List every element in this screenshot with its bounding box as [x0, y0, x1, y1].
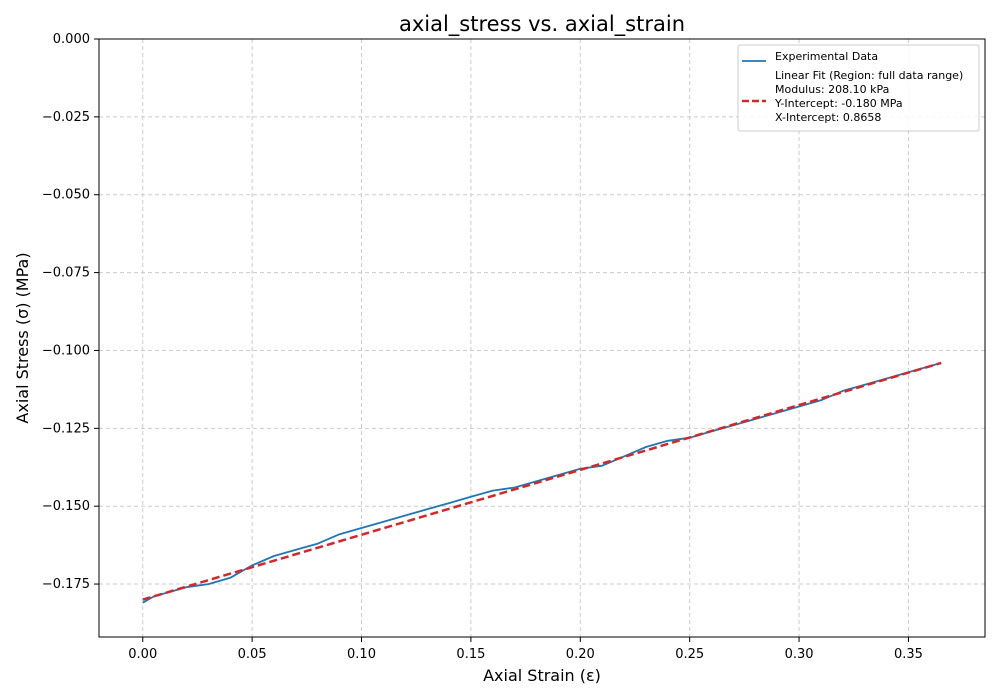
x-tick-label: 0.25 — [675, 647, 704, 662]
x-tick-label: 0.10 — [347, 647, 376, 662]
chart-title: axial_stress vs. axial_strain — [399, 12, 685, 37]
legend-label: Linear Fit (Region: full data range) — [775, 69, 963, 82]
y-tick-label: −0.050 — [42, 188, 90, 203]
y-tick-label: −0.175 — [42, 577, 90, 592]
x-tick-label: 0.05 — [238, 647, 267, 662]
y-tick-label: −0.150 — [42, 499, 90, 514]
legend: Experimental Data Linear Fit (Region: ful… — [737, 44, 980, 132]
y-tick-label: 0.000 — [53, 32, 90, 47]
legend-label: Y-Intercept: -0.180 MPa — [774, 97, 903, 110]
legend-label: X-Intercept: 0.8658 — [775, 111, 881, 124]
tick-layer: 0.00 0.05 0.10 0.15 0.20 0.25 0.30 0.35 0.000 −0.… — [42, 32, 923, 662]
experimental-data-line — [142, 362, 942, 604]
linear-fit-line — [142, 361, 942, 601]
y-tick-label: −0.025 — [42, 110, 90, 125]
legend-label: Modulus: 208.10 kPa — [775, 83, 889, 96]
y-tick-label: −0.075 — [42, 266, 90, 281]
x-axis-label: Axial Strain (ε) — [483, 666, 601, 685]
legend-label: Experimental Data — [775, 50, 878, 63]
y-axis-label: Axial Stress (σ) (MPa) — [13, 252, 32, 423]
plot-frame — [98, 38, 986, 638]
data-layer — [142, 361, 942, 604]
x-tick-label: 0.30 — [785, 647, 814, 662]
x-tick-label: 0.20 — [566, 647, 595, 662]
x-tick-label: 0.15 — [456, 647, 485, 662]
legend-box — [737, 44, 980, 132]
y-tick-label: −0.125 — [42, 421, 90, 436]
x-tick-label: 0.00 — [128, 647, 157, 662]
x-tick-label: 0.35 — [894, 647, 923, 662]
y-tick-label: −0.100 — [42, 343, 90, 358]
